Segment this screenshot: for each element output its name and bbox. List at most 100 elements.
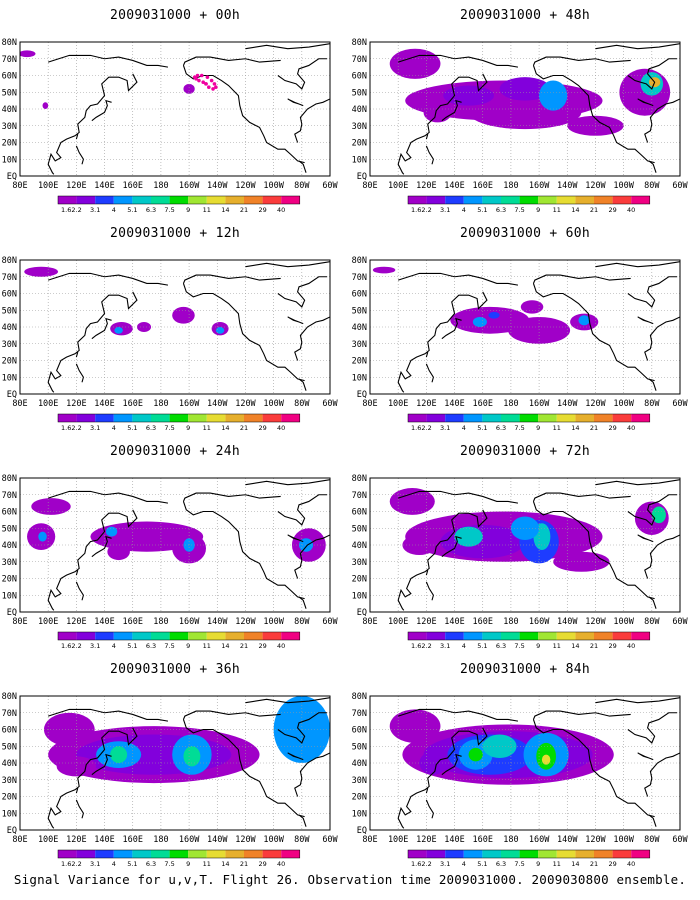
observation-point xyxy=(211,87,215,91)
coastline xyxy=(627,58,678,90)
lat-tick-label: 20N xyxy=(2,139,17,149)
lon-tick-label: 120E xyxy=(66,181,86,191)
colorbar-label: 11 xyxy=(203,424,211,432)
colorbar-label: 14 xyxy=(221,860,229,868)
colorbar-swatch xyxy=(113,632,133,640)
lon-tick-label: 160W xyxy=(179,399,200,409)
map-plot-area xyxy=(370,696,680,830)
coastline xyxy=(648,814,657,827)
lat-tick-label: EQ xyxy=(7,608,17,618)
colorbar-label: 4 xyxy=(112,860,116,868)
lat-tick-label: 60N xyxy=(2,508,17,518)
colorbar-label: 40 xyxy=(627,860,635,868)
colorbar-label: 21 xyxy=(590,860,598,868)
coastline xyxy=(595,261,680,268)
colorbar-swatch xyxy=(225,196,244,204)
colorbar-label: 2.2 xyxy=(71,860,81,868)
colorbar-label: 6.3 xyxy=(496,424,506,432)
colorbar-swatch xyxy=(262,414,282,422)
lon-tick-label: 140E xyxy=(94,399,114,409)
lon-tick-label: 140W xyxy=(557,617,578,627)
coastline xyxy=(398,54,519,68)
coastline xyxy=(532,492,631,502)
coastline xyxy=(425,145,435,165)
colorbar-swatch xyxy=(482,414,501,422)
variance-region xyxy=(510,516,540,540)
colorbar-label: 29 xyxy=(608,642,616,650)
colorbar-swatch xyxy=(519,632,539,640)
coastline xyxy=(294,316,330,361)
colorbar-swatch xyxy=(206,196,226,204)
lon-tick-label: 140W xyxy=(557,181,578,191)
lon-tick-label: 60W xyxy=(672,835,688,845)
coastline xyxy=(644,98,680,143)
colorbar-swatch xyxy=(132,850,151,858)
colorbar-swatch xyxy=(519,414,539,422)
colorbar-label: 1.6 xyxy=(61,424,71,432)
lake-outline xyxy=(637,98,654,107)
colorbar-label: 40 xyxy=(277,642,285,650)
map-frame xyxy=(19,41,331,177)
lat-tick-label: 10N xyxy=(2,809,17,819)
lon-tick-label: 140E xyxy=(444,835,464,845)
colorbar-frame xyxy=(407,849,651,859)
variance-region xyxy=(472,316,487,327)
colorbar-swatch xyxy=(612,196,632,204)
variance-region xyxy=(578,315,590,326)
lake-outline xyxy=(637,752,654,761)
lon-tick-label: 140E xyxy=(444,399,464,409)
colorbar-label: 40 xyxy=(277,860,285,868)
colorbar-label: 40 xyxy=(277,206,285,214)
map-background xyxy=(20,42,330,176)
variance-region xyxy=(454,526,483,547)
colorbar-frame xyxy=(57,631,301,641)
colorbar-swatch xyxy=(151,850,170,858)
colorbar-swatch xyxy=(225,414,244,422)
colorbar-swatch xyxy=(408,414,427,422)
observation-point xyxy=(199,73,204,78)
lat-tick-label: 20N xyxy=(352,793,367,803)
lat-tick-label: 30N xyxy=(352,340,367,350)
colorbar-label: 14 xyxy=(221,206,229,214)
lon-tick-label: 180 xyxy=(503,181,518,191)
colorbar-swatch xyxy=(76,196,96,204)
lon-tick-label: 140E xyxy=(444,617,464,627)
colorbar-swatch xyxy=(575,850,594,858)
lon-tick-label: 80W xyxy=(294,399,310,409)
variance-region xyxy=(423,102,452,123)
colorbar-swatch xyxy=(594,632,613,640)
lat-tick-label: 30N xyxy=(2,122,17,132)
lon-tick-label: 140W xyxy=(557,835,578,845)
colorbar-swatch xyxy=(113,196,133,204)
colorbar-swatch xyxy=(556,414,576,422)
variance-region xyxy=(389,48,441,79)
lat-tick-label: 60N xyxy=(352,290,367,300)
lat-tick-label: 70N xyxy=(2,709,17,719)
lon-tick-label: 120W xyxy=(235,399,256,409)
observation-point xyxy=(214,85,218,90)
colorbar-label: 4 xyxy=(462,424,466,432)
panel-title: 2009031000 + 12h xyxy=(109,226,241,241)
colorbar-swatch xyxy=(76,632,96,640)
colorbar-swatch xyxy=(575,414,594,422)
colorbar-swatch xyxy=(519,850,539,858)
lat-tick-label: 40N xyxy=(2,105,17,115)
lon-tick-label: 120W xyxy=(585,399,606,409)
colorbar-label: 2.2 xyxy=(71,424,81,432)
coastline xyxy=(48,708,169,722)
colorbar-label: 4 xyxy=(462,642,466,650)
colorbar-frame xyxy=(57,195,301,205)
coastline xyxy=(75,145,85,165)
forecast-panel: 2009031000 + 36h 80E 100E 120E 140E 160E 180 16… xyxy=(0,654,350,872)
coastline xyxy=(75,569,79,576)
colorbar-swatch xyxy=(262,196,282,204)
colorbar-label: 9 xyxy=(536,642,540,650)
coastline xyxy=(91,535,112,558)
lon-tick-label: 120E xyxy=(66,617,86,627)
lat-tick-label: 30N xyxy=(352,776,367,786)
lat-tick-label: 60N xyxy=(352,726,367,736)
lat-tick-label: 50N xyxy=(2,524,17,534)
colorbar-label: 14 xyxy=(221,642,229,650)
colorbar-label: 14 xyxy=(571,642,579,650)
colorbar-swatch xyxy=(408,850,427,858)
